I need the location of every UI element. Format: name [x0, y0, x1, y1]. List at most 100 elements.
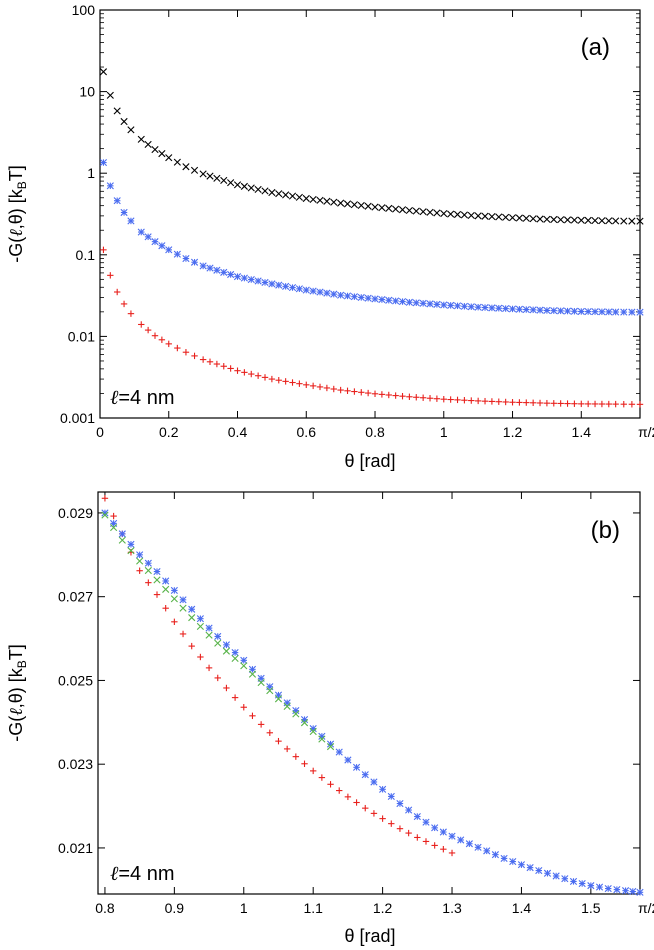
data-point-red	[171, 618, 178, 626]
data-point-blue	[620, 308, 628, 316]
data-point-blue	[481, 303, 489, 312]
data-point-black	[563, 216, 572, 224]
data-point-blue	[605, 308, 613, 316]
data-point-black	[151, 145, 159, 154]
data-point-red	[257, 721, 265, 728]
data-point-black	[398, 206, 407, 214]
data-point-red	[612, 400, 619, 408]
plot-area-a	[99, 9, 641, 419]
data-point-red	[598, 400, 606, 408]
data-point-red	[543, 399, 551, 407]
data-point-black	[99, 68, 108, 76]
data-point-red	[254, 372, 262, 379]
data-point-blue	[543, 306, 551, 315]
y-tick-label: 10	[79, 84, 95, 100]
data-point-blue	[595, 883, 604, 891]
data-point-red	[392, 392, 399, 399]
data-point-red	[422, 838, 430, 845]
data-point-black	[426, 208, 434, 216]
data-point-blue	[500, 854, 508, 862]
data-point-black	[261, 187, 269, 195]
data-point-black	[316, 196, 324, 204]
data-point-blue	[361, 771, 369, 779]
x-axis-label-b: θ [rad]	[344, 926, 395, 946]
data-point-blue	[612, 308, 620, 316]
data-point-blue	[173, 250, 181, 258]
data-point-blue	[422, 818, 430, 826]
data-point-blue	[509, 857, 517, 866]
data-point-blue	[214, 632, 222, 641]
data-point-red	[385, 391, 392, 399]
data-point-green	[292, 710, 300, 718]
data-point-blue	[522, 305, 530, 314]
data-point-blue	[587, 882, 595, 890]
data-point-blue	[113, 197, 121, 205]
data-point-black	[577, 216, 585, 224]
data-point-blue	[330, 290, 338, 298]
data-point-red	[509, 399, 516, 406]
data-point-blue	[392, 297, 400, 305]
data-point-red	[379, 815, 386, 822]
data-point-blue	[570, 307, 578, 315]
x-tick-label: 1	[440, 424, 448, 440]
data-point-blue	[144, 233, 152, 241]
data-point-blue	[405, 298, 413, 306]
data-point-red	[283, 745, 291, 753]
data-point-blue	[120, 208, 128, 217]
data-point-blue	[222, 641, 231, 649]
data-point-black	[488, 213, 496, 221]
annotation-text-a: =4 nm	[118, 387, 174, 409]
data-point-blue	[151, 238, 159, 246]
panel-label-b: (b)	[591, 517, 620, 544]
x-tick-label: 1.4	[572, 424, 592, 440]
data-point-red	[571, 400, 578, 407]
data-point-black	[120, 117, 128, 126]
data-point-blue	[350, 293, 358, 301]
data-point-blue	[413, 812, 421, 821]
data-point-black	[440, 209, 448, 218]
marks-b	[101, 495, 644, 896]
data-point-blue	[300, 716, 309, 724]
data-point-blue	[613, 886, 621, 894]
data-point-red	[107, 272, 114, 279]
y-axis-label-a: -G(ℓ,θ) [kBT]	[6, 165, 29, 263]
data-point-red	[182, 349, 190, 356]
data-point-red	[405, 829, 412, 837]
data-point-black	[173, 158, 181, 166]
data-point-green	[222, 647, 231, 655]
data-point-red	[227, 365, 234, 372]
data-point-red	[584, 400, 592, 408]
data-point-black	[543, 215, 551, 223]
data-point-red	[523, 399, 530, 406]
data-point-blue	[453, 302, 462, 310]
data-point-blue	[199, 262, 207, 270]
data-point-blue	[268, 280, 276, 288]
data-point-blue	[385, 296, 393, 304]
x-tick-label: 1	[240, 900, 248, 916]
data-point-black	[137, 135, 145, 143]
data-point-blue	[491, 851, 499, 859]
data-point-black	[295, 193, 303, 201]
data-point-blue	[474, 843, 482, 851]
data-point-blue	[323, 289, 331, 297]
x-tick-label: 0.9	[165, 900, 185, 916]
data-point-red	[261, 374, 269, 381]
data-point-blue	[144, 559, 152, 567]
y-tick-label: 0.025	[58, 672, 93, 688]
x-tick-label: 0.8	[365, 424, 385, 440]
data-point-blue	[370, 778, 378, 786]
data-point-black	[557, 216, 565, 224]
data-point-red	[433, 395, 441, 402]
data-point-black	[495, 213, 503, 221]
data-point-black	[460, 211, 468, 219]
y-tick-label: 0.027	[58, 589, 93, 605]
data-point-blue	[213, 266, 221, 274]
data-point-black	[275, 190, 283, 198]
data-point-blue	[240, 656, 248, 664]
annotation-symbol-a: ℓ	[110, 385, 119, 409]
data-point-blue	[335, 748, 343, 756]
data-point-red	[145, 579, 152, 586]
data-point-blue	[309, 725, 317, 733]
data-point-blue	[440, 301, 448, 309]
data-point-black	[536, 215, 544, 223]
